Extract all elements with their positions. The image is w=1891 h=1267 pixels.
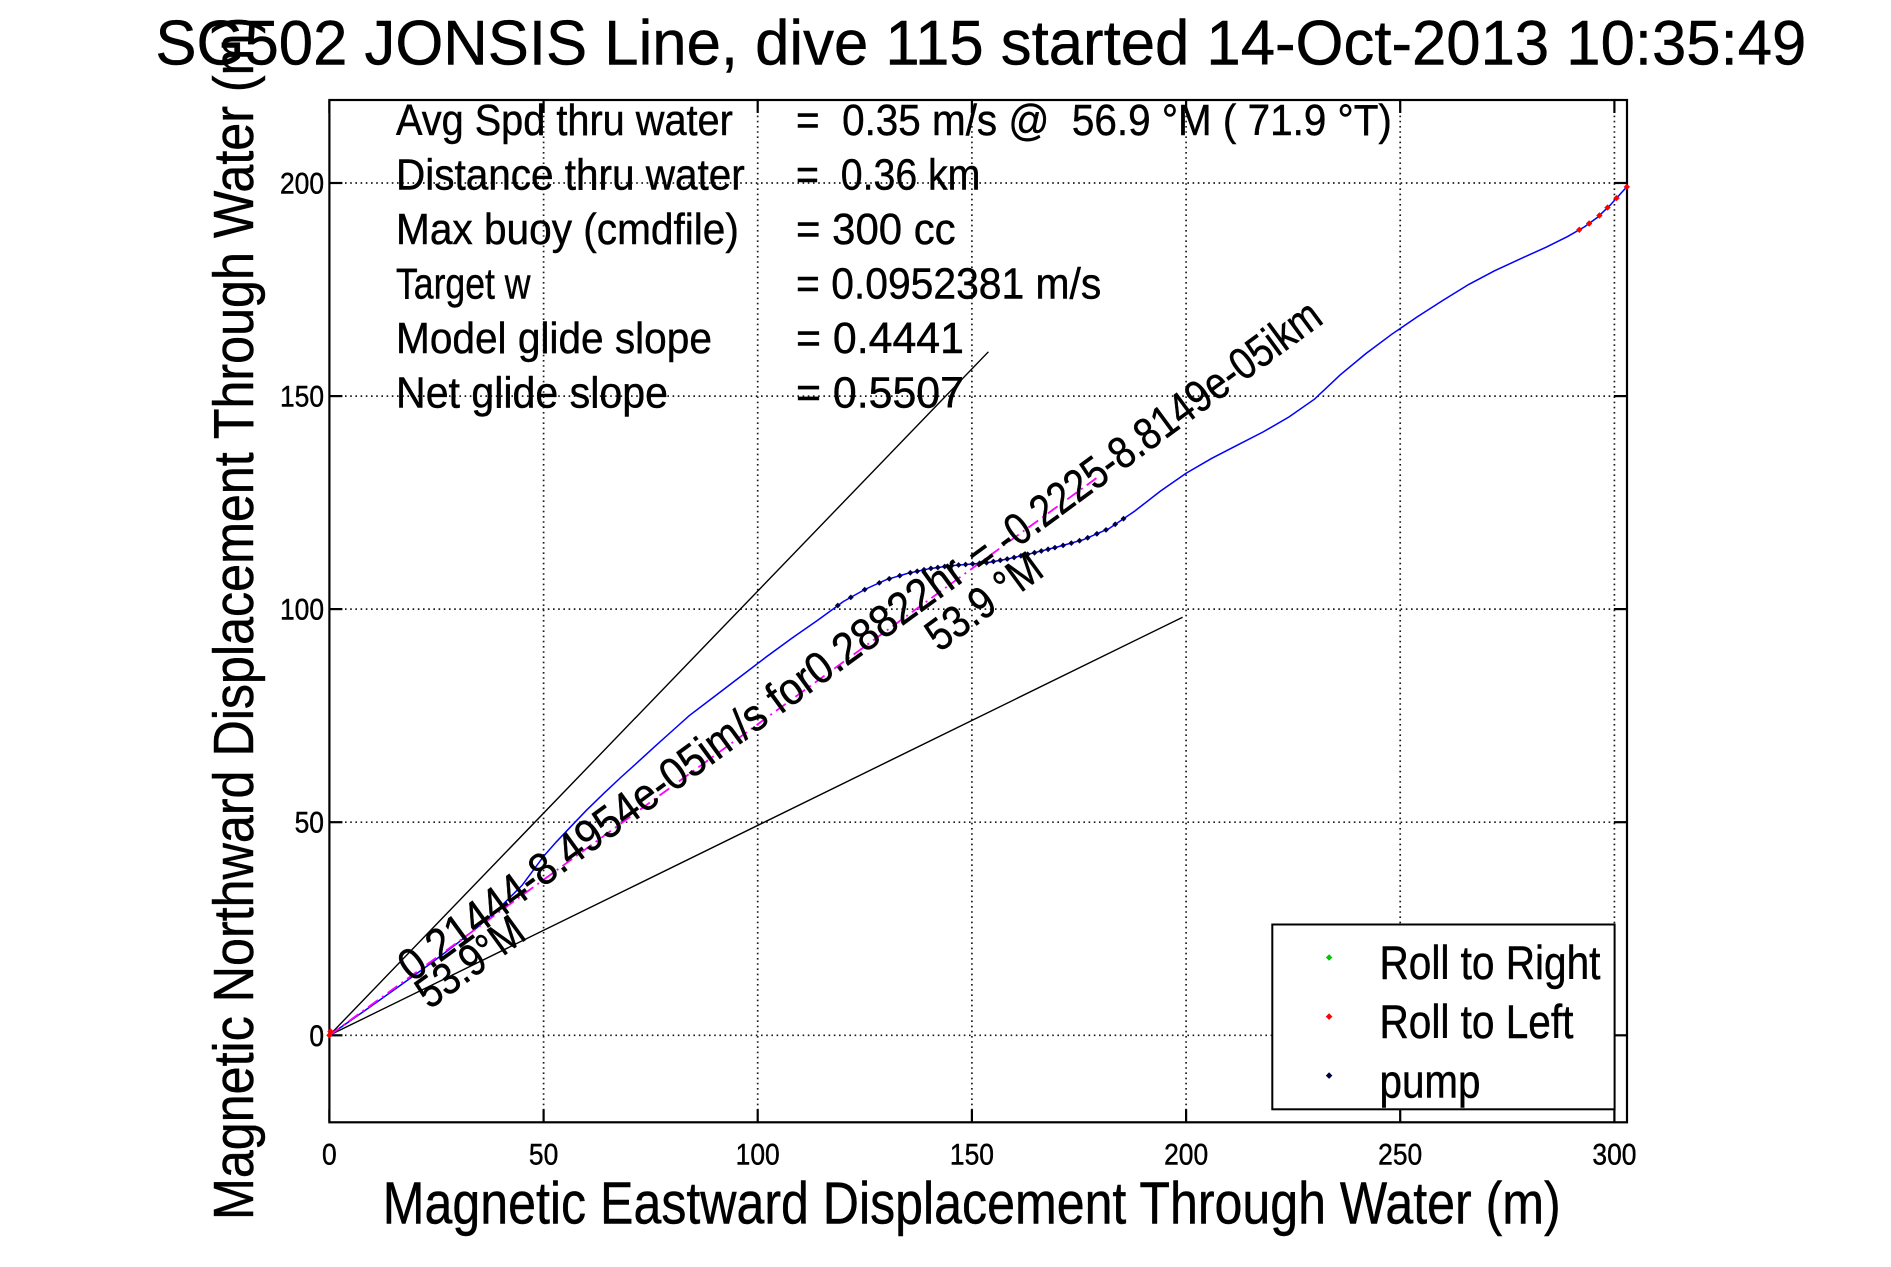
svg-text:Magnetic Eastward Displacement: Magnetic Eastward Displacement Through W… (383, 1169, 1561, 1236)
svg-text:50: 50 (529, 1137, 558, 1171)
svg-text:Target w: Target w (396, 260, 531, 308)
svg-text:SG502 JONSIS Line, dive 115 st: SG502 JONSIS Line, dive 115 started 14-O… (155, 9, 1806, 79)
svg-text:150: 150 (950, 1137, 994, 1171)
svg-text:Model glide slope: Model glide slope (396, 314, 712, 363)
svg-text:= 0.0952381 m/s: = 0.0952381 m/s (796, 259, 1101, 308)
svg-text:= 0.5507: = 0.5507 (796, 369, 964, 418)
svg-text:= 0.36 km: = 0.36 km (796, 150, 980, 200)
svg-text:Max buoy (cmdfile): Max buoy (cmdfile) (396, 205, 739, 254)
svg-text:300: 300 (1592, 1137, 1636, 1171)
svg-text:200: 200 (1164, 1137, 1208, 1171)
svg-text:0: 0 (322, 1137, 337, 1171)
svg-text:100: 100 (280, 592, 324, 626)
svg-text:150: 150 (280, 379, 324, 413)
svg-text:0: 0 (309, 1018, 324, 1052)
svg-text:50: 50 (295, 805, 324, 839)
svg-text:= 0.35 m/s @ 56.9 °M ( 71.9: = 0.35 m/s @ 56.9 °M ( 71.9 °T) (796, 96, 1392, 145)
svg-text:Roll to Right: Roll to Right (1380, 937, 1601, 989)
svg-text:100: 100 (736, 1137, 780, 1171)
svg-text:250: 250 (1378, 1137, 1422, 1171)
svg-text:Net glide slope: Net glide slope (396, 368, 668, 418)
svg-text:pump: pump (1380, 1055, 1481, 1108)
svg-text:Distance thru water: Distance thru water (396, 150, 745, 199)
svg-text:Avg Spd thru water: Avg Spd thru water (396, 95, 733, 144)
svg-text:Roll to Left: Roll to Left (1380, 996, 1574, 1048)
svg-text:200: 200 (280, 166, 324, 200)
svg-text:= 300 cc: = 300 cc (796, 205, 956, 254)
svg-text:= 0.4441: = 0.4441 (796, 315, 964, 364)
svg-text:Magnetic Northward Displacemen: Magnetic Northward Displacement Through … (204, 17, 266, 1220)
